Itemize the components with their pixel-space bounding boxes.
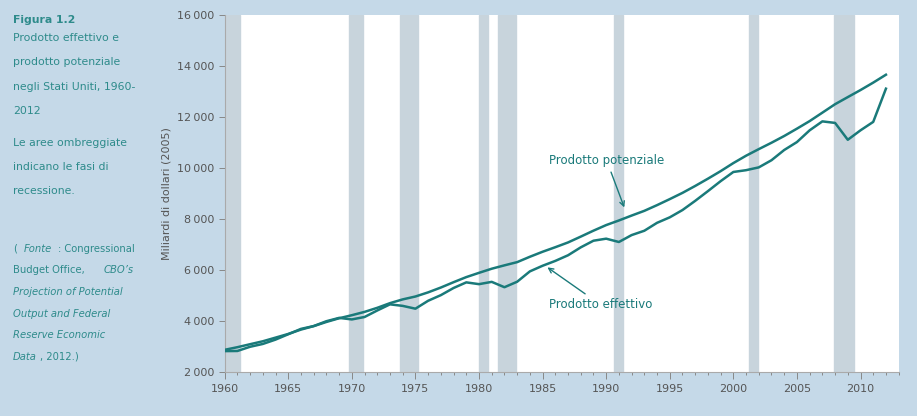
Text: Prodotto effettivo: Prodotto effettivo: [548, 268, 652, 311]
Text: Projection of Potential: Projection of Potential: [13, 287, 123, 297]
Text: : Congressional: : Congressional: [59, 244, 135, 254]
Text: negli Stati Uniti, 1960-: negli Stati Uniti, 1960-: [13, 82, 136, 92]
Text: Reserve Economic: Reserve Economic: [13, 330, 105, 340]
Text: Figura 1.2: Figura 1.2: [13, 15, 75, 25]
Text: Budget Office,: Budget Office,: [13, 265, 88, 275]
Text: (: (: [13, 244, 17, 254]
Text: CBO’s: CBO’s: [104, 265, 134, 275]
Y-axis label: Miliardi di dollari (2005): Miliardi di dollari (2005): [161, 127, 171, 260]
Text: recessione.: recessione.: [13, 186, 75, 196]
Bar: [748, 15, 757, 372]
Bar: [834, 15, 854, 372]
Text: indicano le fasi di: indicano le fasi di: [13, 162, 108, 172]
Bar: [479, 15, 488, 372]
Text: Prodotto effettivo e: Prodotto effettivo e: [13, 33, 119, 43]
Bar: [225, 15, 240, 372]
Text: Output and Federal: Output and Federal: [13, 309, 110, 319]
Text: prodotto potenziale: prodotto potenziale: [13, 57, 120, 67]
Bar: [349, 15, 363, 372]
Text: Data: Data: [13, 352, 37, 362]
Bar: [400, 15, 418, 372]
Text: Fonte: Fonte: [24, 244, 51, 254]
Text: , 2012.): , 2012.): [40, 352, 79, 362]
Text: Prodotto potenziale: Prodotto potenziale: [549, 154, 664, 206]
Text: Le aree ombreggiate: Le aree ombreggiate: [13, 138, 127, 148]
Bar: [613, 15, 623, 372]
Text: 2012: 2012: [13, 106, 40, 116]
Bar: [498, 15, 516, 372]
